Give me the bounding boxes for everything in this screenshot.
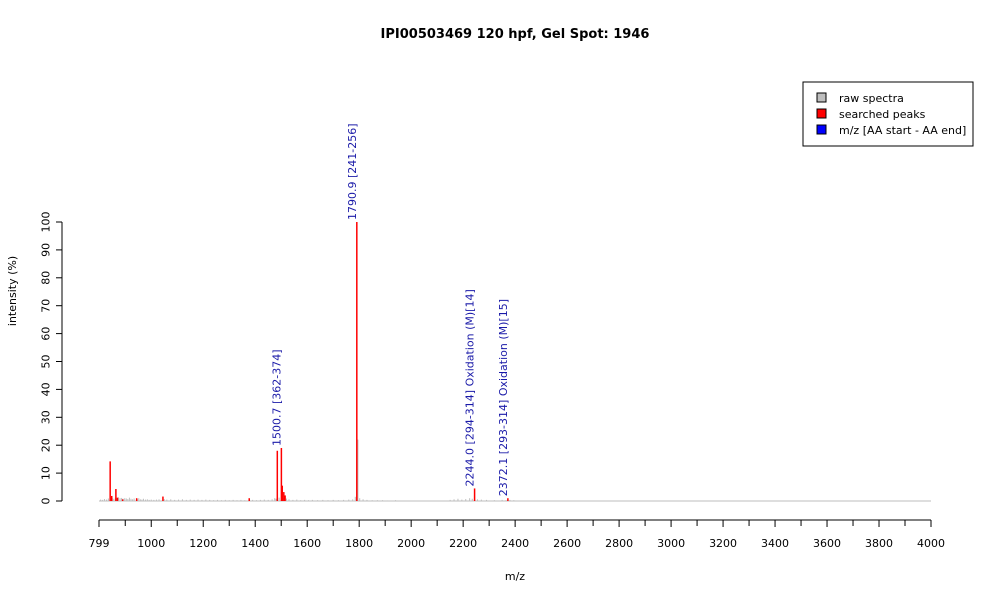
y-tick-label: 100	[40, 212, 53, 233]
x-tick-label: 799	[89, 537, 110, 550]
x-tick-label: 4000	[917, 537, 945, 550]
x-tick-label: 1800	[345, 537, 373, 550]
legend-swatch-raw	[816, 92, 827, 103]
peak-annotation-label: 2244.0 [294-314] Oxidation (M)[14]	[464, 289, 477, 486]
x-tick-label: 2600	[553, 537, 581, 550]
y-tick-label: 70	[40, 299, 53, 313]
y-tick-label: 20	[40, 438, 53, 452]
y-tick-label: 50	[40, 355, 53, 369]
x-tick-label: 3400	[761, 537, 789, 550]
x-tick-label: 1600	[293, 537, 321, 550]
peak-annotation-label: 1500.7 [362-374]	[270, 349, 283, 446]
legend-label-mz: m/z [AA start - AA end]	[839, 124, 966, 137]
legend-box	[802, 81, 974, 147]
x-tick-label: 3600	[813, 537, 841, 550]
x-tick-label: 1000	[137, 537, 165, 550]
y-axis-label: intensity (%)	[6, 256, 19, 326]
y-axis: 0 10 20 30 40 50 60 70 80 90 100	[40, 212, 63, 505]
x-tick-label: 2800	[605, 537, 633, 550]
y-tick-label: 90	[40, 243, 53, 257]
x-tick-label: 3800	[865, 537, 893, 550]
x-axis: 799 1000 1200 1400 1600 1800 2000 2200 2400 2600 2…	[89, 519, 945, 550]
x-axis-label: m/z	[505, 570, 525, 583]
raw-spectra-series	[99, 439, 931, 502]
legend-label-raw: raw spectra	[839, 92, 904, 105]
legend-label-searched: searched peaks	[839, 108, 926, 121]
x-tick-label: 3200	[709, 537, 737, 550]
y-tick-label: 40	[40, 382, 53, 396]
x-tick-label: 2400	[501, 537, 529, 550]
legend: raw spectra searched peaks m/z [AA start…	[802, 81, 974, 147]
y-tick-label: 80	[40, 271, 53, 285]
x-tick-label: 3000	[657, 537, 685, 550]
peak-annotations: 1500.7 [362-374] 1790.9 [241-256] 2244.0 […	[270, 123, 509, 496]
x-tick-label: 2000	[397, 537, 425, 550]
legend-swatch-searched	[816, 108, 827, 119]
x-tick-label: 1200	[189, 537, 217, 550]
y-tick-label: 0	[40, 498, 53, 505]
chart-title: IPI00503469 120 hpf, Gel Spot: 1946	[381, 27, 650, 42]
y-tick-label: 60	[40, 327, 53, 341]
y-tick-label: 30	[40, 410, 53, 424]
x-tick-label: 2200	[449, 537, 477, 550]
x-tick-label: 1400	[241, 537, 269, 550]
peak-annotation-label: 1790.9 [241-256]	[346, 123, 359, 220]
peak-annotation-label: 2372.1 [293-314] Oxidation (M)[15]	[497, 299, 510, 496]
searched-peaks-series	[109, 222, 509, 501]
legend-swatch-mz	[816, 124, 827, 135]
y-tick-label: 10	[40, 466, 53, 480]
